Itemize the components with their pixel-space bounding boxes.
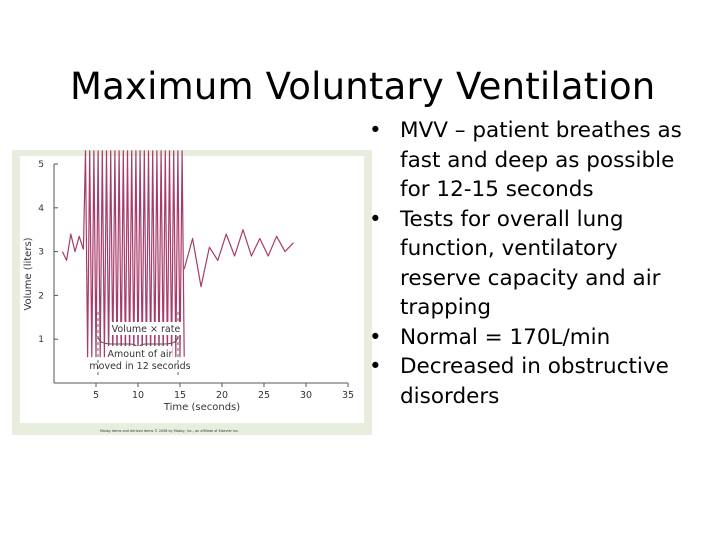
slide-title: Maximum Voluntary Ventilation [70, 64, 656, 108]
bullet-dot: • [369, 206, 382, 232]
x-tick-label: 35 [342, 390, 354, 401]
x-tick-label: 10 [132, 390, 144, 401]
bullet-text: Normal = 170L/min [400, 324, 611, 350]
bullet-dot: • [369, 118, 382, 143]
x-axis-title: Time (seconds) [163, 402, 240, 413]
tidal-breathing-trace-before [61, 233, 84, 262]
bullet-item: • Normal = 170L/min [366, 323, 686, 353]
figure-credit: Mosby items and derived items © 2006 by … [100, 429, 239, 433]
tidal-breathing-trace-after [183, 229, 294, 288]
y-tick-label: 5 [38, 160, 44, 170]
rate-label-background [110, 322, 182, 335]
spirogram-chart: 1 2 3 4 5 5 10 15 20 25 30 35 Volume (liters) Time… [12, 150, 372, 435]
x-tick-label: 5 [93, 390, 99, 401]
bullet-list: • MVV – patient breathes as fast and deep… [366, 116, 686, 411]
x-tick-label: 30 [300, 390, 312, 401]
moved-in-12-seconds-label: moved in 12 seconds [89, 361, 190, 372]
y-tick-label: 1 [38, 335, 44, 345]
plot-area [20, 156, 364, 423]
amount-of-air-label: Amount of air [108, 349, 173, 360]
bullet-dot: • [369, 354, 382, 379]
y-ticks: 1 2 3 4 5 [38, 160, 58, 345]
bullet-item: • MVV – patient breathes as fast and deep… [366, 116, 686, 205]
mvv-spirogram-figure: 1 2 3 4 5 5 10 15 20 25 30 35 Volume (liters) Time… [12, 150, 372, 435]
x-ticks: 5 10 15 20 25 30 35 [93, 383, 354, 401]
x-tick-label: 25 [258, 390, 270, 401]
bullet-text: Decreased in obstructive disorders [400, 354, 669, 409]
x-tick-label: 15 [174, 390, 186, 401]
amount-label-background [108, 346, 172, 373]
y-axis-title: Volume (liters) [23, 237, 34, 310]
y-tick-label: 2 [38, 291, 44, 301]
y-tick-label: 3 [38, 248, 44, 258]
bullet-text: Tests for overall lung function, ventila… [400, 206, 661, 321]
bullet-item: • Tests for overall lung function, ventil… [366, 205, 686, 323]
x-tick-label: 20 [216, 390, 228, 401]
bullet-text: MVV – patient breathes as fast and deep … [400, 118, 682, 202]
volume-rate-label: Volume × rate [112, 324, 181, 335]
bullet-dot: • [369, 324, 382, 350]
y-tick-label: 4 [38, 204, 44, 214]
bullet-item: • Decreased in obstructive disorders [366, 352, 686, 411]
